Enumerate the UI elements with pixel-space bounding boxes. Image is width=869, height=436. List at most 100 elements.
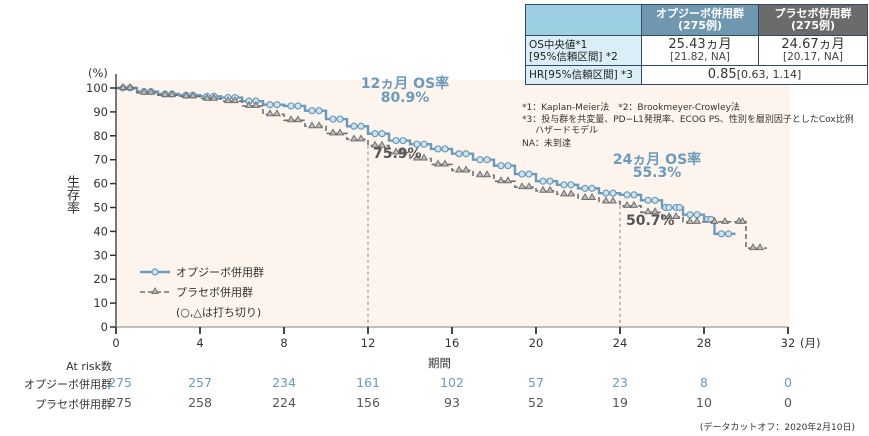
censor-marker-triangle [503,176,513,184]
censor-marker-triangle [710,216,719,224]
y-tick-label: 40 [93,224,108,238]
legend-marker-triangle [151,286,159,294]
censor-marker-circle [504,162,512,170]
censor-marker-circle [336,115,344,123]
x-axis-label: 期間 [428,356,451,370]
censor-marker-triangle [202,93,212,101]
x-tick-label: 8 [280,336,287,350]
censor-marker-triangle [587,192,597,200]
censor-marker-circle [455,150,463,158]
censor-marker-triangle [433,159,443,167]
censor-marker-circle [588,184,596,192]
censor-marker-circle [581,184,589,192]
x-tick-label: 4 [196,336,203,350]
y-tick-label: 80 [93,129,108,143]
at-risk-value: 258 [188,395,212,410]
censor-marker-triangle [545,185,555,193]
censor-marker-triangle [755,243,765,251]
censor-marker-triangle [454,165,464,173]
stats-header-placebo: プラセボ併用群 (275例) [758,4,868,36]
censor-marker-circle [717,230,726,238]
censor-marker-triangle [314,121,324,129]
y-tick-label: 60 [93,177,108,191]
annotation-24m-label: 24ヵ月 OS率 [612,152,702,168]
censor-marker-circle [420,140,428,148]
censor-marker-triangle [475,170,485,178]
censor-marker-circle [434,145,442,153]
censor-marker-circle [483,156,491,164]
censor-marker-circle [665,203,673,212]
at-risk-group-opdivo: オプジーボ併用群 [24,378,112,391]
annotation-12m-placebo-value: 75.9% [373,146,422,162]
censor-marker-triangle [188,91,198,99]
x-axis-unit: (月) [800,336,820,350]
censor-marker-triangle [559,189,569,197]
censor-marker-triangle [671,212,681,220]
censor-marker-triangle [608,196,618,204]
at-risk-value: 93 [444,395,460,410]
x-tick-label: 0 [112,336,119,350]
at-risk-value: 275 [108,395,132,410]
censor-marker-triangle [738,216,747,224]
stats-table: オプジーボ併用群 (275例) プラセボ併用群 (275例) OS中央値*1 [95%… [525,4,868,85]
annotation-24m-value: 55.3% [632,165,682,181]
censor-marker-circle [651,196,659,204]
median-os-label: OS中央値*1 [95%信頼区間] *2 [525,35,642,66]
censor-marker-circle [413,140,421,148]
censor-marker-circle [441,145,449,153]
censor-marker-triangle [580,192,590,200]
x-tick-label: 28 [697,336,712,350]
at-risk-value: 102 [440,375,464,390]
at-risk-value: 52 [528,395,544,410]
censor-marker-circle [273,101,281,109]
censor-marker-circle [399,136,407,145]
censor-marker-triangle [398,147,408,155]
censor-marker-triangle [692,216,702,224]
censor-marker-circle [294,102,302,110]
hr-value: 0.85[0.63, 1.14] [641,65,868,85]
censor-marker-triangle [496,176,506,184]
at-risk-value: 0 [784,395,792,410]
censor-marker-triangle [629,200,639,208]
censor-marker-circle [560,181,568,189]
at-risk-value: 0 [784,375,792,390]
censor-marker-triangle [643,207,653,215]
censor-marker-triangle [370,140,380,148]
legend-label-placebo: プラセボ併用群 [176,285,253,299]
censor-marker-circle [497,162,505,170]
median-os-opdivo: 25.43ヵ月 [21.82, NA] [641,35,759,66]
legend-note: (○,△は打ち切り) [176,305,261,319]
censor-marker-triangle [601,196,611,204]
censor-marker-triangle [748,243,758,251]
at-risk-value: 224 [272,395,296,410]
censor-marker-circle [462,150,470,158]
y-tick-label: 100 [86,81,108,95]
censor-marker-triangle [419,153,429,161]
y-tick-label: 70 [93,153,108,167]
censor-marker-circle [266,101,274,109]
x-tick-label: 12 [361,336,376,350]
median-os-placebo: 24.67ヵ月 [20.17, NA] [758,35,868,66]
censor-marker-triangle [720,216,730,224]
censor-marker-triangle [349,134,359,142]
at-risk-value: 275 [108,375,132,390]
censor-marker-circle [371,130,379,138]
censor-marker-circle [329,115,337,123]
y-tick-label: 90 [93,105,108,119]
censor-marker-triangle [440,159,450,167]
annotation-12m-label: 12ヵ月 OS率 [360,76,450,92]
legend-label-opdivo: オプジーボ併用群 [176,265,264,279]
y-tick-label: 50 [93,201,108,215]
censor-marker-triangle [622,200,632,208]
hr-label: HR[95%信頼区間] *3 [525,65,642,85]
at-risk-value: 57 [528,375,544,390]
at-risk-group-placebo: プラセボ併用群 [35,398,112,411]
footnote-4: NA：未到達 [522,139,571,149]
x-tick-label: 20 [529,336,544,350]
censor-marker-triangle [146,87,156,95]
censor-marker-triangle [167,90,177,98]
y-axis-unit: (%) [88,66,108,80]
censor-marker-circle [609,189,617,197]
censor-marker-circle [630,191,638,199]
at-risk-value: 257 [188,375,212,390]
